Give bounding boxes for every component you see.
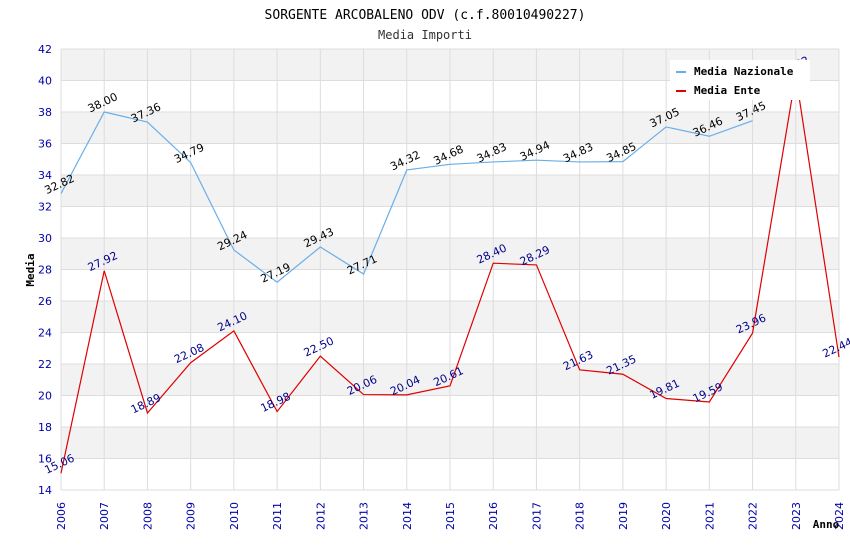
x-axis-label: Anno: [813, 518, 840, 531]
legend-label-ente: Media Ente: [694, 84, 761, 97]
x-tick-label: 2022: [747, 502, 760, 530]
series-line-0: [60, 111, 753, 284]
series-line-1: [60, 75, 840, 474]
x-tick-label: 2016: [487, 502, 500, 530]
y-tick-label: 28: [38, 264, 52, 277]
y-axis-label: Media: [24, 253, 37, 286]
y-tick-label: 16: [38, 453, 52, 466]
chart-subtitle: Media Importi: [378, 28, 472, 42]
x-axis-ticks: 2006 2007 2008 2009 2010 2011 2012 2013 2014 2015…: [55, 502, 846, 530]
legend-label-nazionale: Media Nazionale: [694, 65, 794, 78]
x-tick-label: 2023: [790, 502, 803, 530]
y-tick-label: 24: [38, 327, 52, 340]
y-axis-ticks: 14 16 18 20 22 24 26 28 30 32 34 36 38 40 42: [38, 43, 52, 497]
y-tick-label: 30: [38, 232, 52, 245]
y-tick-label: 42: [38, 43, 52, 56]
y-tick-label: 38: [38, 106, 52, 119]
y-tick-label: 18: [38, 421, 52, 434]
plot-background: [60, 48, 840, 491]
x-tick-label: 2009: [185, 502, 198, 530]
x-tick-label: 2013: [358, 502, 371, 530]
x-tick-label: 2021: [703, 502, 716, 530]
x-tick-label: 2019: [617, 502, 630, 530]
y-tick-label: 22: [38, 358, 52, 371]
legend: Media Nazionale Media Ente: [670, 60, 810, 100]
x-tick-label: 2014: [401, 502, 414, 530]
y-tick-label: 40: [38, 75, 52, 88]
x-tick-label: 2020: [660, 502, 673, 530]
x-tick-label: 2006: [55, 502, 68, 530]
x-tick-label: 2012: [314, 502, 327, 530]
x-tick-label: 2007: [98, 502, 111, 530]
x-tick-label: 2011: [271, 502, 284, 530]
x-tick-label: 2008: [141, 502, 154, 530]
x-tick-label: 2017: [530, 502, 543, 530]
y-tick-label: 20: [38, 390, 52, 403]
y-tick-label: 14: [38, 484, 52, 497]
x-tick-label: 2015: [444, 502, 457, 530]
y-tick-label: 36: [38, 138, 52, 151]
x-tick-label: 2018: [574, 502, 587, 530]
y-tick-label: 32: [38, 201, 52, 214]
y-tick-label: 34: [38, 169, 52, 182]
legend-background: [670, 60, 810, 100]
x-tick-label: 2010: [228, 502, 241, 530]
y-tick-label: 26: [38, 295, 52, 308]
chart-title: SORGENTE ARCOBALENO ODV (c.f.80010490227…: [265, 8, 586, 23]
x-tick-label: 2024: [833, 502, 846, 530]
